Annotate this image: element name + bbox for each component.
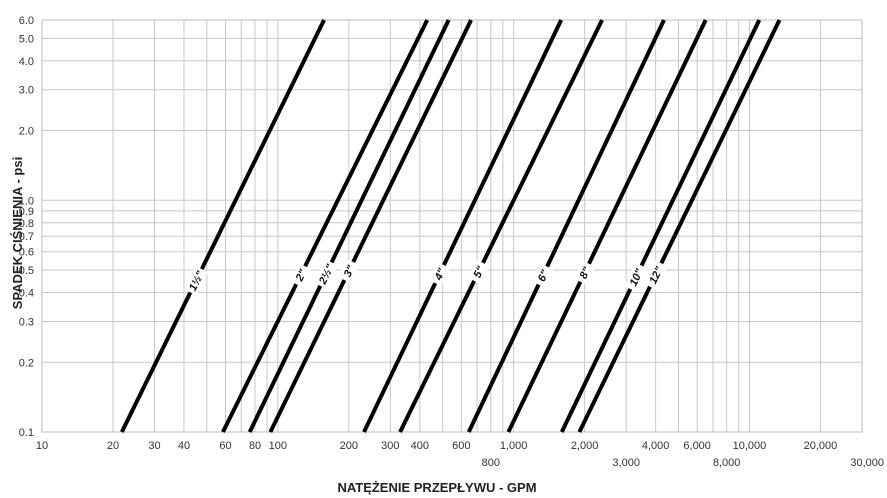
y-tick-label: 0.3 [19, 316, 34, 328]
x-tick-label: 300 [381, 440, 399, 452]
y-tick-label: 6.0 [19, 15, 34, 27]
series-lines [120, 19, 782, 433]
y-tick-labels: 0.1 0.2 0.3 0.4 0.5 0.6 0.70.80.91.0 2.0 3.0 4.0 5… [19, 15, 34, 439]
series-line [247, 19, 451, 433]
x-tick-label: 10,000 [733, 440, 767, 452]
x-tick-label: 10 [36, 440, 48, 452]
y-tick-label: 0.8 [19, 218, 34, 230]
series-label-background [428, 262, 451, 287]
x-tick-label-lower: 3,000 [612, 457, 640, 469]
series-label-group: 6" [532, 263, 554, 288]
series-line [577, 19, 782, 433]
series-label-group: 12" [643, 260, 668, 290]
series-label-background [184, 266, 209, 296]
x-tick-label: 200 [340, 440, 358, 452]
y-tick-label: 0.7 [19, 231, 34, 243]
x-tick-label: 80 [249, 440, 261, 452]
x-tick-label: 400 [411, 440, 429, 452]
x-tick-label: 100 [269, 440, 287, 452]
series-label-group: 4" [428, 262, 451, 287]
series-label-background [314, 259, 338, 289]
y-tick-label: 3.0 [19, 85, 34, 97]
y-axis-title: SPADEK CIŚNIENIA - psi [10, 157, 25, 309]
series-label-background [574, 260, 596, 285]
y-tick-label: 2.0 [19, 126, 34, 138]
series-line [221, 19, 430, 433]
x-tick-label: 2,000 [571, 440, 599, 452]
x-tick-label: 600 [452, 440, 470, 452]
series-label-background [643, 260, 668, 290]
x-tick-label: 4,000 [642, 440, 670, 452]
series-line [398, 19, 604, 433]
x-tick-label: 20 [107, 440, 119, 452]
series-label-background [624, 262, 648, 293]
series-line [559, 19, 762, 433]
series-label-group: 2" [289, 263, 312, 288]
series-label-group: 3" [338, 258, 360, 284]
series-line [120, 19, 326, 433]
series-label: 4" [432, 266, 448, 283]
series-label-group: 2½" [314, 259, 338, 289]
series-line [506, 19, 708, 433]
x-tick-label: 6,000 [683, 440, 711, 452]
series-labels: 1½" 2" 2½" 3" 4" 5" 6" 8" 10" 12" [184, 258, 668, 296]
y-tick-label: 0.2 [19, 357, 34, 369]
series-label-background [467, 259, 490, 284]
series-label-group: 8" [574, 260, 596, 285]
x-tick-label-lower: 800 [482, 457, 500, 469]
series-line [362, 19, 563, 433]
series-label: 2" [293, 267, 310, 284]
x-gridlines [112, 20, 821, 432]
x-tick-label-lower: 30,000 [850, 457, 884, 469]
series-label-group: 10" [624, 262, 648, 293]
x-tick-labels: 10 20 30 40 60 80 100 200 300 400 600 1,000 2,000 4,0… [36, 440, 884, 469]
x-tick-label: 60 [219, 440, 231, 452]
x-tick-label: 1,000 [500, 440, 528, 452]
series-line [466, 19, 666, 433]
y-tick-label: 0.6 [19, 247, 34, 259]
y-tick-label: 1.0 [19, 195, 34, 207]
x-axis-title: NATĘŻENIE PRZEPŁYWU - GPM [337, 480, 536, 495]
series-label-group: 5" [467, 259, 490, 284]
y-tick-label: 0.1 [19, 427, 34, 439]
y-tick-label: 0.5 [19, 265, 34, 277]
x-tick-label-lower: 8,000 [713, 457, 741, 469]
y-tick-label: 5.0 [19, 33, 34, 45]
y-tick-label: 4.0 [19, 56, 34, 68]
plot-frame [41, 19, 863, 433]
x-tick-label: 40 [178, 440, 190, 452]
y-tick-label: 0.9 [19, 206, 34, 218]
series-label-background [532, 263, 554, 288]
x-tick-label: 20,000 [804, 440, 838, 452]
series-label-background [338, 258, 360, 284]
series-label-background [289, 263, 312, 288]
x-tick-label: 30 [148, 440, 160, 452]
y-tick-label: 0.4 [19, 288, 34, 300]
series-line [268, 19, 473, 433]
